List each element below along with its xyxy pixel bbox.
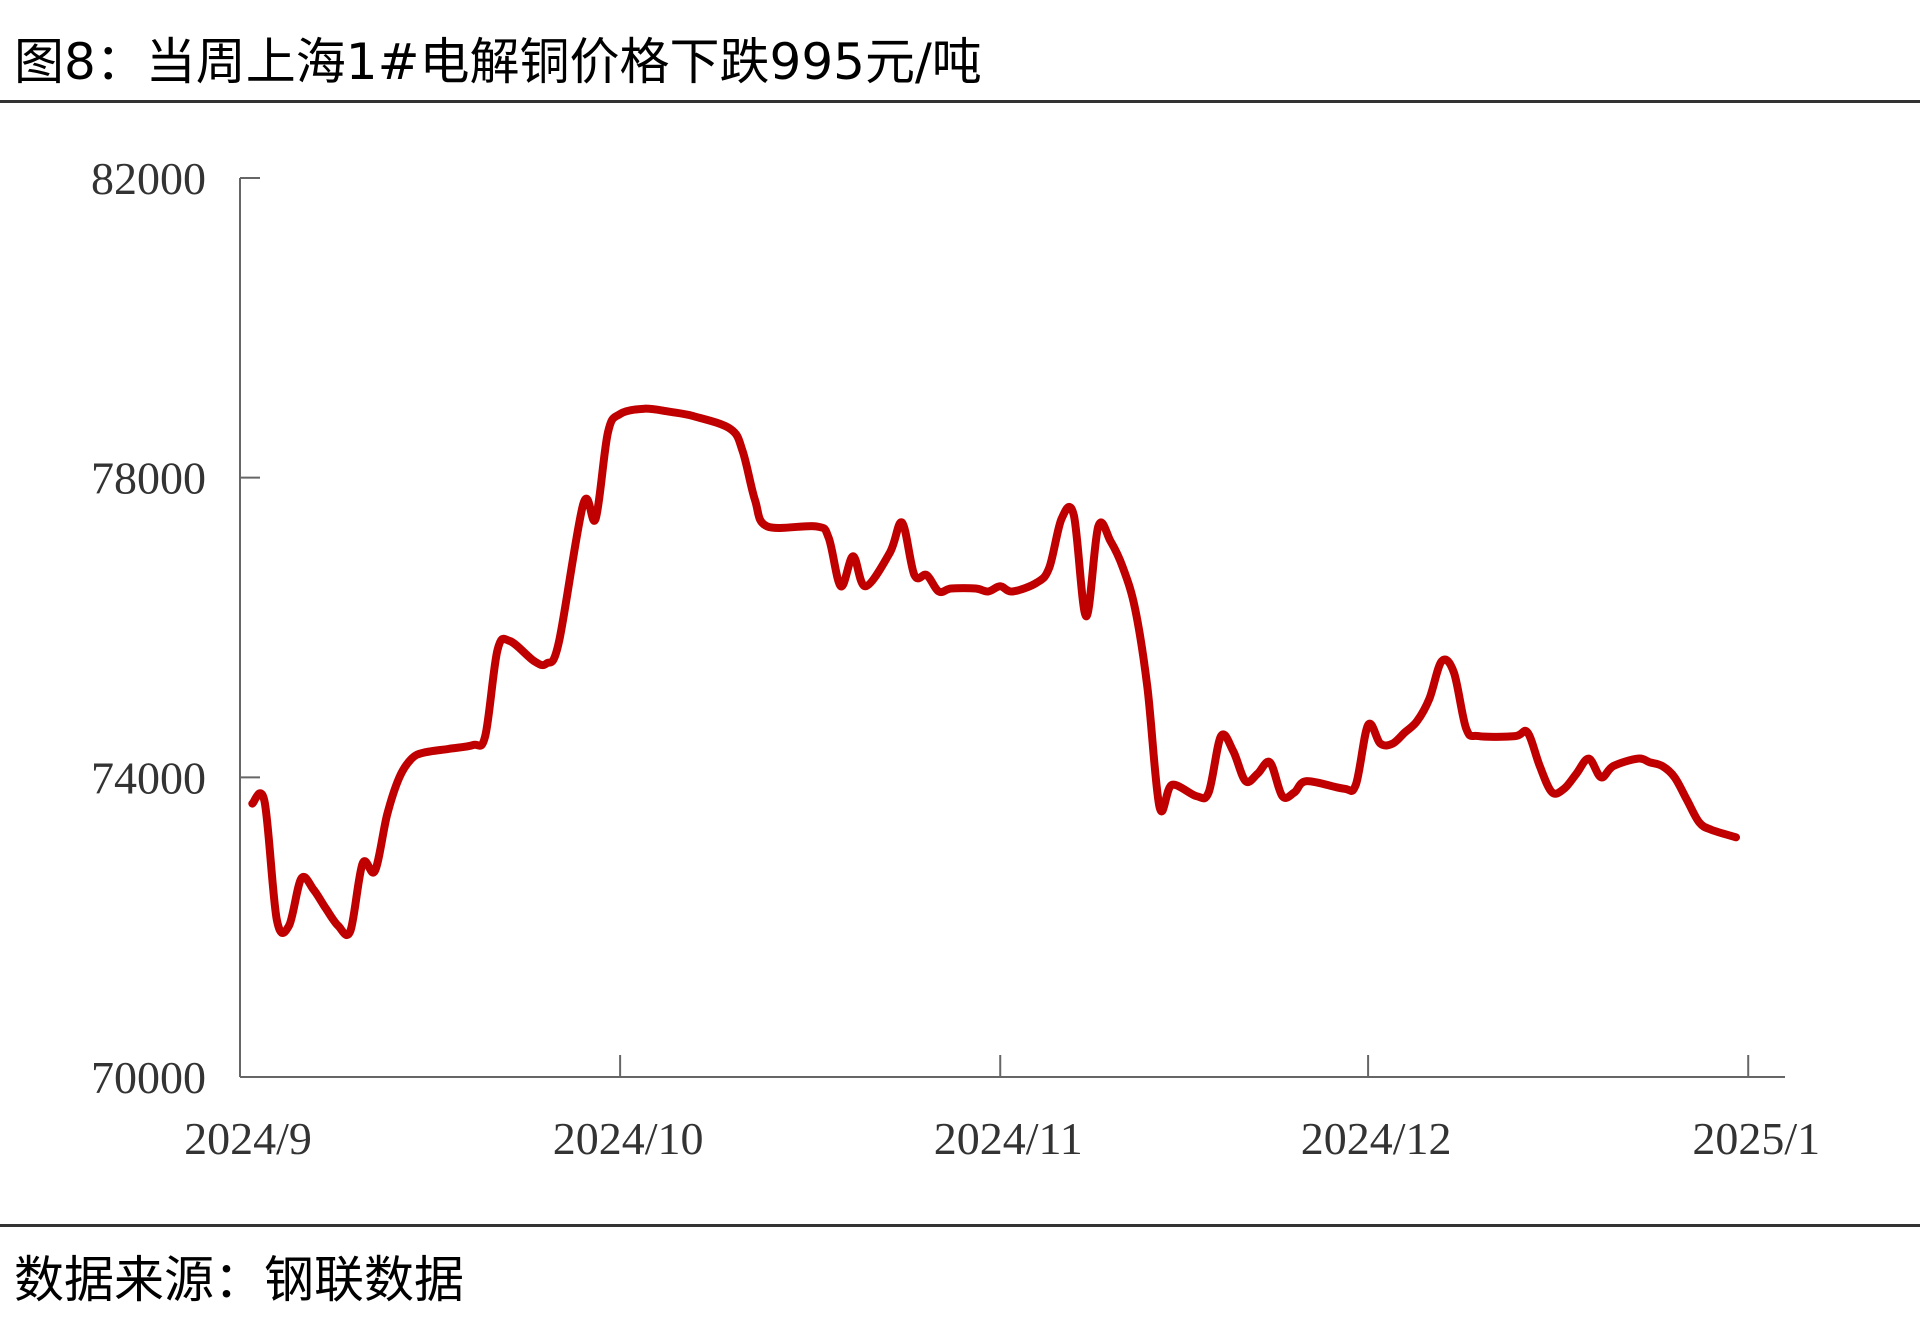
x-tick-label: 2025/1: [1692, 1113, 1820, 1164]
price-series-line: [248, 404, 1740, 939]
top-divider: [0, 100, 1920, 103]
chart-axes: [239, 178, 1785, 1078]
x-tick-label: 2024/9: [184, 1113, 312, 1164]
x-tick-label: 2024/11: [934, 1113, 1083, 1164]
y-tick-label: 74000: [91, 752, 206, 803]
x-tick-label: 2024/10: [553, 1113, 704, 1164]
y-tick-label: 70000: [91, 1052, 206, 1103]
y-tick-label: 78000: [91, 453, 206, 504]
bottom-divider: [0, 1224, 1920, 1227]
data-source-note: 数据来源：钢联数据: [14, 1251, 464, 1309]
x-tick-label: 2024/12: [1301, 1113, 1452, 1164]
y-tick-label: 82000: [91, 153, 206, 204]
chart-plot-area: [248, 404, 1740, 939]
chart-ticks: 70000 74000 78000 82000 2024/9 2024/10 2024/11…: [91, 153, 1820, 1164]
chart-title: 图8：当周上海1#电解铜价格下跌995元/吨: [14, 33, 982, 91]
